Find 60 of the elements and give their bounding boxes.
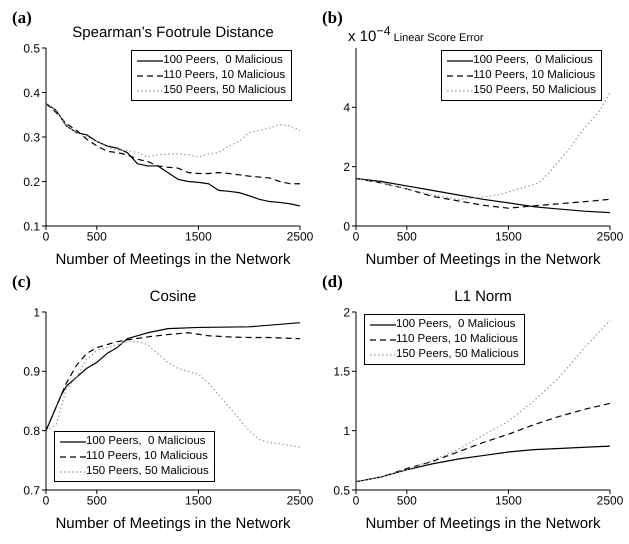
x-tick-label: 1500: [185, 494, 212, 508]
x-tick-label: 2500: [596, 230, 624, 244]
legend-label: 110 Peers, 10 Malicious: [163, 68, 286, 83]
x-tick-label: 500: [86, 230, 108, 244]
y-tick-label: 4: [343, 100, 350, 115]
legend-label: 100 Peers, 0 Malicious: [396, 317, 516, 332]
chart-title: Spearman’s Footrule Distance: [71, 24, 275, 41]
y-tick-label: 1: [33, 305, 40, 320]
legend-label: 150 Peers, 50 Malicious: [86, 464, 209, 479]
line-series: [356, 320, 610, 482]
x-axis-title: Number of Meetings in the Network: [365, 515, 602, 532]
y-tick-label: 0.1: [23, 219, 40, 234]
x-tick-label: 2500: [286, 230, 314, 244]
x-tick-label: 500: [86, 494, 108, 508]
y-tick-label: 0.8: [23, 424, 40, 438]
y-tick-label: 1: [343, 424, 350, 438]
x-axis-title: Number of Meetings in the Network: [55, 251, 292, 268]
line-series: [46, 103, 300, 158]
chart-title: Cosine: [148, 288, 198, 305]
y-tick-label: 1.5: [333, 364, 350, 379]
text: (b): [322, 8, 343, 28]
y-tick-label: 0.2: [23, 174, 40, 189]
y-tick-label: 0.9: [23, 364, 40, 379]
text: (d): [322, 272, 343, 292]
chart-title: L1 Norm: [453, 288, 513, 305]
x-tick-label: 0: [352, 230, 360, 244]
y-tick-label: 0.5: [23, 41, 40, 56]
x-tick-label: 1500: [185, 230, 212, 244]
y-tick-label: 2: [343, 160, 350, 174]
y-tick-label: 0.3: [23, 130, 40, 144]
x-tick-label: 0: [42, 494, 50, 508]
x-tick-label: 0: [352, 494, 360, 508]
x-axis-title: Number of Meetings in the Network: [365, 251, 602, 268]
x-tick-label: 1500: [495, 494, 522, 508]
y-tick-label: 0.4: [23, 86, 40, 100]
legend-label: 110 Peers, 10 Malicious: [86, 449, 208, 464]
y-tick-label: 2: [343, 305, 350, 320]
x-tick-label: 500: [396, 230, 418, 244]
chart-title: Linear Score Error: [394, 32, 484, 44]
legend-label: 100 Peers, 0 Malicious: [163, 53, 283, 68]
x-tick-label: 500: [396, 494, 418, 508]
y-tick-label: 0: [343, 219, 350, 234]
x-tick-label: 2500: [596, 494, 624, 508]
text: (c): [12, 272, 31, 292]
line-series: [46, 341, 300, 448]
x-tick-label: 0: [42, 230, 50, 244]
x-tick-label: 1500: [495, 230, 522, 244]
legend-label: 150 Peers, 50 Malicious: [396, 347, 519, 362]
text: (a): [12, 8, 32, 28]
legend-label: 100 Peers, 0 Malicious: [473, 53, 593, 68]
legend-label: 110 Peers, 10 Malicious: [473, 68, 596, 83]
x-tick-label: 2500: [286, 494, 314, 508]
x-axis-title: Number of Meetings in the Network: [55, 515, 292, 532]
y-tick-label: 0.5: [333, 483, 350, 498]
legend-label: 100 Peers, 0 Malicious: [86, 434, 206, 449]
legend-label: 110 Peers, 10 Malicious: [396, 332, 518, 347]
text: x 10$^{−4}$: [348, 24, 391, 45]
legend-label: 150 Peers, 50 Malicious: [473, 83, 596, 98]
legend-label: 150 Peers, 50 Malicious: [163, 83, 286, 98]
y-tick-label: 0.7: [23, 483, 40, 498]
